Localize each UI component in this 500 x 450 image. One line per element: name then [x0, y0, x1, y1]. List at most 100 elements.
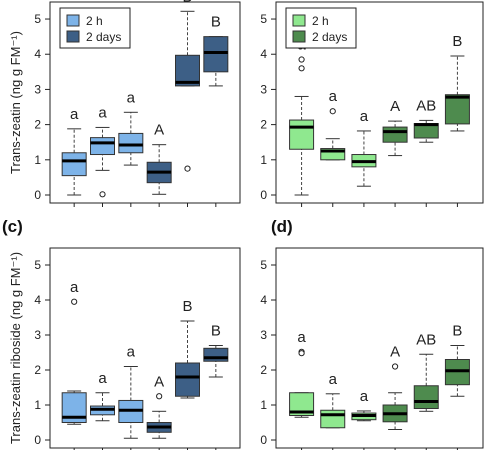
box-3: a [351, 108, 377, 187]
box-2: a [320, 88, 346, 161]
significance-label: a [70, 106, 79, 123]
box-4: A [146, 373, 172, 439]
significance-label: a [127, 89, 136, 106]
significance-label: A [154, 122, 164, 139]
significance-label: B [211, 323, 221, 340]
iqr-box [61, 152, 87, 177]
box-1: a [289, 329, 315, 418]
y-tick-label: 0 [260, 433, 267, 447]
y-tick-label: 5 [260, 12, 267, 26]
y-tick-label: 3 [260, 82, 267, 96]
box-3: a [351, 388, 377, 422]
y-tick-label: 1 [260, 153, 267, 167]
box-4: A [382, 98, 408, 157]
y-tick-label: 4 [34, 293, 41, 307]
legend-entry: 2 h [312, 14, 329, 28]
box-2: a [320, 371, 346, 429]
y-tick-label: 4 [260, 47, 267, 61]
significance-label: AB [416, 331, 436, 348]
y-tick-label: 1 [34, 153, 41, 167]
iqr-box [175, 362, 200, 397]
significance-label: a [127, 344, 136, 361]
y-tick-label: 5 [34, 12, 41, 26]
y-tick-label: 0 [34, 188, 41, 202]
legend-swatch [292, 30, 306, 43]
y-tick-label: 3 [34, 328, 41, 342]
box-6: B [444, 33, 470, 132]
y-tick-label: 3 [260, 328, 267, 342]
legend-swatch [66, 14, 80, 27]
outlier-point [184, 165, 191, 172]
plot-frame [275, 247, 484, 449]
box-3: a [118, 89, 144, 166]
box-1: a [289, 37, 315, 196]
box-5: AB [413, 331, 439, 412]
iqr-box [203, 36, 229, 73]
significance-label: A [154, 373, 164, 390]
plot-frame [275, 1, 484, 204]
box-6: B [203, 14, 229, 87]
chart-panel-4: 0 1 2 3 4 5 (d) a a a A AB B [260, 217, 484, 450]
y-tick-label: 2 [260, 118, 267, 132]
y-tick-label: 5 [260, 258, 267, 272]
significance-label: a [98, 370, 107, 387]
panel-letter: (d) [271, 217, 293, 236]
significance-label: a [329, 88, 338, 105]
y-tick-label: 2 [34, 363, 41, 377]
y-tick-label: 0 [34, 433, 41, 447]
box-1: a [61, 279, 87, 425]
plot-frame [49, 247, 241, 449]
legend: 2 h 2 days [59, 7, 131, 49]
significance-label: a [360, 388, 369, 405]
outlier-point [391, 363, 399, 370]
y-tick-label: 2 [34, 118, 41, 132]
box-5: B [175, 0, 200, 172]
legend: 2 h 2 days [285, 7, 357, 49]
iqr-box [118, 132, 144, 154]
box-4: A [146, 122, 172, 195]
outlier-point [298, 56, 305, 63]
legend-entry: 2 days [312, 30, 347, 44]
y-tick-label: 3 [34, 82, 41, 96]
iqr-box [289, 392, 315, 416]
outlier-point [298, 350, 305, 357]
plot-frame [49, 1, 241, 204]
significance-label: a [98, 104, 107, 121]
y-tick-label: 1 [260, 398, 267, 412]
chart-panel-2: 012345aaaAABB2 h2 days [260, 1, 484, 207]
outlier-point [71, 298, 78, 305]
iqr-box [90, 137, 115, 156]
box-3: a [118, 344, 144, 439]
panel-letter: (c) [2, 217, 23, 236]
y-tick-label: 4 [260, 293, 267, 307]
y-axis-label: Trans-zeatin (ng g FM⁻¹) [8, 31, 23, 174]
significance-label: A [390, 98, 400, 115]
iqr-box [203, 347, 229, 362]
y-tick-label: 2 [260, 363, 267, 377]
iqr-box [413, 385, 439, 409]
box-5: B [175, 298, 200, 399]
box-4: A [382, 344, 408, 430]
significance-label: B [182, 298, 192, 315]
y-axis-label: Trans-zeatin riboside (ng g FM⁻¹) [8, 252, 23, 444]
significance-label: a [329, 371, 338, 388]
outlier-point [156, 393, 163, 400]
legend-entry: 2 h [86, 14, 103, 28]
box-6: B [203, 323, 229, 378]
outlier-point [298, 65, 305, 72]
significance-label: B [182, 0, 192, 5]
legend-swatch [66, 30, 80, 43]
iqr-box [320, 409, 346, 429]
box-1: a [61, 106, 87, 196]
iqr-box [382, 126, 408, 143]
significance-label: B [211, 14, 221, 31]
y-tick-label: 5 [34, 258, 41, 272]
chart-panel-3: 0 1 2 3 4 5 Trans-zeatin riboside (ng g FM⁻¹) (… [2, 217, 241, 450]
iqr-box [320, 148, 346, 161]
y-tick-label: 1 [34, 398, 41, 412]
significance-label: a [297, 329, 306, 346]
significance-label: AB [416, 97, 436, 114]
significance-label: B [452, 323, 462, 340]
